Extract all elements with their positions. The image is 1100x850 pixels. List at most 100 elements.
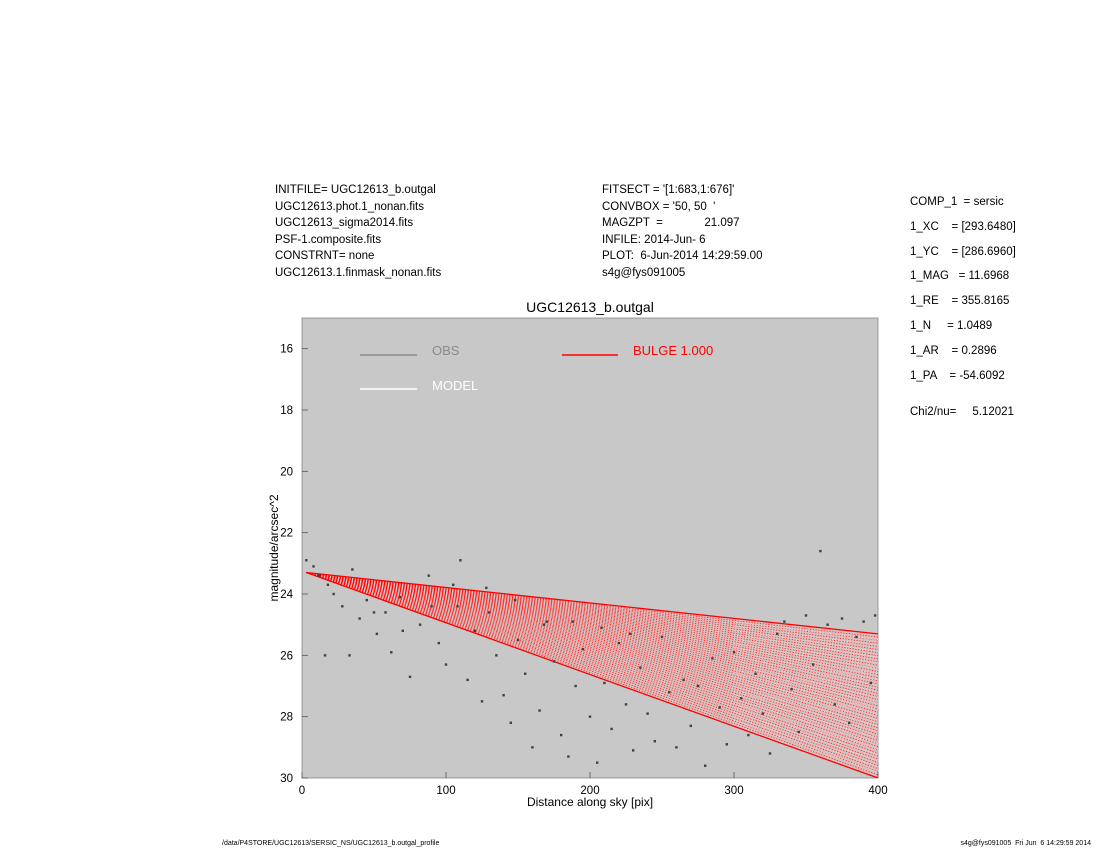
model-arc [306,572,878,704]
obs-point [384,611,387,614]
obs-point [341,605,344,608]
model-arc [306,572,878,732]
obs-point [840,617,844,620]
obs-point [574,684,577,688]
model-arc [306,572,878,663]
obs-point [418,623,422,626]
obs-point [603,681,606,685]
y-tick-label: 20 [280,466,293,478]
obs-point [538,709,541,712]
obs-point [516,638,520,642]
obs-point [624,703,628,706]
obs-point [456,605,459,608]
obs-point [524,672,527,675]
obs-point [639,666,642,669]
obs-point [610,727,613,731]
xc-line: 1_XC = [293.6480] [910,220,1016,233]
obs-point [725,743,728,746]
model-arc [306,572,878,766]
x-tick-label: 300 [724,785,743,797]
obs-point [545,620,548,623]
model-arc [306,572,878,716]
footer-host-date: s4g@fys091005 Fri Jun 6 14:29:59 2014 [960,840,1091,847]
model-speckle [733,681,878,721]
obs-point [862,620,865,623]
n-line: 1_N = 1.0489 [910,319,993,332]
obs-points [305,549,877,767]
obs-point [653,740,656,743]
obs-point [761,712,764,715]
y-tick-label: 24 [280,589,293,601]
model-speckle [733,702,878,750]
model-arc [306,572,878,735]
obs-point [466,678,469,682]
model-arc [306,572,878,744]
obs-point [629,632,632,636]
model-speckle [733,668,878,704]
obs-point [718,706,721,709]
obs-point [600,626,603,629]
obs-point [747,733,750,737]
obs-point [318,574,321,577]
obs-point [480,700,484,703]
model-arc [306,572,878,769]
obs-point [427,574,430,577]
obs-point [768,752,772,755]
obs-point [430,605,433,608]
model-arc [306,572,878,763]
y-tick-label: 28 [280,712,293,724]
footer-path: /data/P4STORE/UGC12613/SERSIC_NS/UGC1261… [222,840,440,847]
obs-point [351,568,354,571]
model-speckle [733,660,878,692]
model-speckle [733,685,878,727]
obs-point [632,749,635,752]
model-speckle [733,690,878,733]
obs-point [790,687,793,691]
obs-point [682,678,685,682]
model-speckle [733,647,878,675]
component-params-block: COMP_1 = sersic 1_XC = [293.6480] 1_YC =… [910,190,1016,425]
model-arc [306,572,878,701]
obs-point [398,595,402,599]
obs-point [704,764,707,767]
x-tick-label: 0 [299,785,305,797]
model-arc [306,572,878,657]
model-speckle [733,672,878,710]
model-arc [306,572,878,741]
model-arc [306,572,878,660]
x-tick-label: 200 [580,785,599,797]
yc-line: 1_YC = [286.6960] [910,245,1016,258]
obs-point [848,721,851,724]
x-axis-title: Distance along sky [pix] [527,795,653,809]
obs-point [740,697,743,700]
model-arc [306,572,878,729]
x-tick-label: 400 [868,785,887,797]
model-speckle [733,698,878,744]
obs-point [531,746,534,749]
obs-point [390,651,393,654]
header-mid-block: FITSECT = '[1:683,1:676]' CONVBOX = '50,… [602,182,762,281]
constrnt-line: CONSTRNT= none [275,250,375,262]
obs-point [696,684,700,688]
re-line: 1_RE = 355.8165 [910,295,1010,308]
model-arc [306,572,878,760]
obs-point [873,614,877,617]
obs-point [495,654,498,657]
obs-point [754,672,757,675]
header-left-block: INITFILE= UGC12613_b.outgal UGC12613.pho… [275,182,441,281]
host-line: s4g@fys091005 [602,266,686,279]
legend-model-label: MODEL [432,378,478,393]
obs-point [509,721,512,724]
x-axis: 0 100 200 300 400 [299,772,888,797]
obs-point [332,592,335,596]
model-arc [306,572,878,666]
initfile-line: INITFILE= UGC12613_b.outgal [275,184,436,196]
obs-point [660,635,664,639]
obs-point [305,559,308,562]
y-tick-label: 22 [280,528,293,540]
obs-point [323,654,327,657]
obs-point [783,620,786,623]
obs-point [812,663,815,666]
obs-point [560,733,563,737]
obs-point [797,730,800,734]
